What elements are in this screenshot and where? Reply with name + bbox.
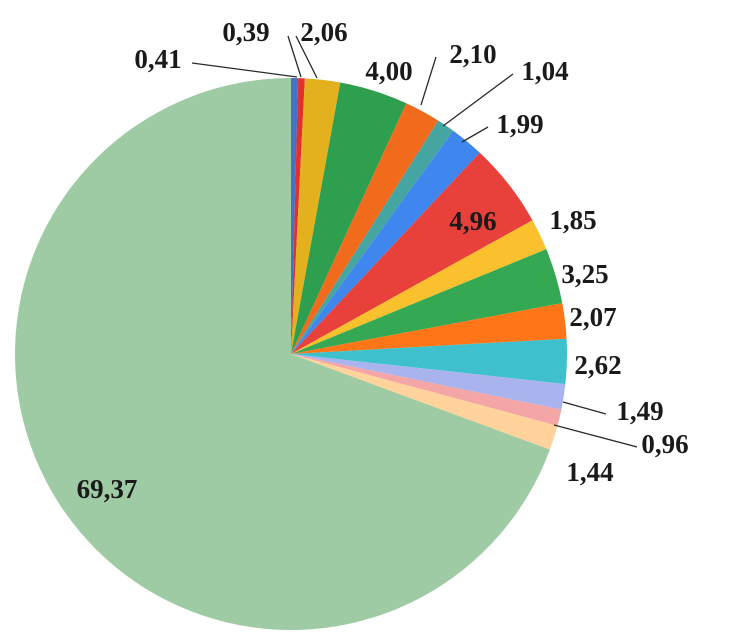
data-label-1: 0,41	[134, 44, 181, 74]
pie-slice-9	[291, 220, 547, 354]
leader-line-3	[295, 35, 318, 79]
pie-slice-8	[291, 152, 533, 354]
leader-line-1	[191, 62, 298, 78]
pie-slice-7	[291, 130, 480, 354]
leader-line-7	[461, 126, 489, 143]
leader-line-13	[562, 401, 607, 415]
leader-lines	[191, 35, 638, 448]
pie-slice-12	[291, 338, 568, 385]
data-label-6: 1,04	[521, 56, 568, 86]
data-label-10: 3,25	[561, 259, 608, 289]
data-label-13: 1,49	[616, 396, 663, 426]
data-label-5: 2,10	[449, 39, 496, 69]
pie-slice-16	[14, 78, 550, 630]
data-label-16: 69,37	[77, 474, 138, 504]
leader-line-2	[287, 35, 302, 78]
pie-slice-4	[291, 82, 407, 354]
pie-slice-5	[291, 103, 439, 355]
data-label-7: 1,99	[496, 109, 543, 139]
leader-line-6	[442, 73, 514, 127]
pie-slice-2	[291, 78, 305, 354]
pie-slice-3	[291, 78, 341, 354]
data-label-4: 4,00	[365, 56, 412, 86]
data-label-8: 4,96	[449, 206, 496, 236]
pie-slice-14	[291, 354, 562, 426]
leader-line-5	[420, 56, 437, 106]
pie-slice-11	[291, 303, 567, 354]
data-label-2: 0,39	[222, 17, 269, 47]
data-label-11: 2,07	[569, 302, 616, 332]
leader-line-14	[553, 424, 638, 448]
data-labels: 0,41 0,39 2,06 4,00 2,10 1,04 1,99 4,96 1,85 3,25…	[77, 17, 689, 504]
pie-slice-1	[291, 77, 299, 354]
pie-slice-10	[291, 249, 563, 354]
data-label-15: 1,44	[566, 457, 613, 487]
data-label-9: 1,85	[549, 205, 596, 235]
pie-slice-13	[291, 354, 566, 410]
data-label-12: 2,62	[574, 350, 621, 380]
data-label-3: 2,06	[300, 17, 347, 47]
data-label-14: 0,96	[641, 429, 688, 459]
pie-slice-6	[291, 120, 454, 354]
pie-slices	[14, 77, 568, 630]
pie-slice-15	[291, 354, 558, 450]
